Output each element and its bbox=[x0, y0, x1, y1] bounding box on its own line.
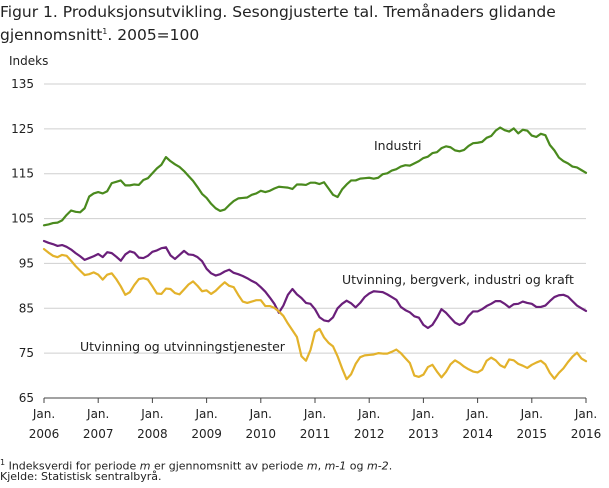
series-layer bbox=[42, 126, 588, 381]
y-axis-label: Indeks bbox=[9, 54, 48, 68]
y-tick-label: 95 bbox=[19, 256, 34, 270]
x-tick-label-month: Jan. bbox=[357, 407, 380, 421]
y-tick-label: 75 bbox=[19, 346, 34, 360]
series-line-utvinning-bergverk bbox=[42, 239, 588, 330]
x-tick-label-month: Jan. bbox=[86, 407, 109, 421]
x-tick-label-year: 2014 bbox=[462, 427, 493, 441]
x-tick-label-year: 2011 bbox=[300, 427, 331, 441]
grid-layer bbox=[44, 83, 586, 399]
x-tick-label-month: Jan. bbox=[520, 407, 543, 421]
x-tick-label-year: 2009 bbox=[191, 427, 222, 441]
footnote-marker: 1 bbox=[0, 458, 6, 467]
chart-title-main: Figur 1. Produksjonsutvikling. Sesongjus… bbox=[0, 3, 556, 45]
series-line-industri bbox=[42, 126, 588, 227]
series-line-utvinningstjenester bbox=[42, 247, 588, 381]
x-tick-label-year: 2007 bbox=[83, 427, 114, 441]
footnote-text-2: er gjennomsnitt av periode bbox=[150, 459, 307, 473]
footnote-m-minus-1: m-1 bbox=[324, 459, 347, 473]
x-tick-label-month: Jan. bbox=[303, 407, 326, 421]
source-note: Kjelde: Statistisk sentralbyrå. bbox=[0, 470, 162, 483]
x-tick-label-month: Jan. bbox=[465, 407, 488, 421]
x-tick-label-year: 2015 bbox=[517, 427, 548, 441]
x-tick-label-year: 2008 bbox=[137, 427, 168, 441]
chart-title-footnote-marker: 1 bbox=[102, 27, 108, 36]
footnote-text-5: . bbox=[388, 459, 393, 473]
y-tick-label: 65 bbox=[19, 391, 34, 405]
x-tick-label-year: 2006 bbox=[29, 427, 60, 441]
y-tick-label: 125 bbox=[11, 122, 34, 136]
x-tick-label-month: Jan. bbox=[140, 407, 163, 421]
x-tick-label-year: 2016 bbox=[571, 427, 602, 441]
footnote-text-3: , bbox=[317, 459, 325, 473]
x-tick-label-month: Jan. bbox=[32, 407, 55, 421]
y-tick-label: 135 bbox=[11, 77, 34, 91]
x-tick-label-month: Jan. bbox=[411, 407, 434, 421]
annotation-utvinning-bergverk: Utvinning, bergverk, industri og kraft bbox=[342, 272, 574, 287]
x-tick-label-year: 2010 bbox=[246, 427, 277, 441]
x-tick-label-month: Jan. bbox=[574, 407, 597, 421]
footnote-text-1: Indeksverdi for periode bbox=[5, 459, 140, 473]
chart-title-suffix: . 2005=100 bbox=[107, 26, 200, 45]
x-tick-label-month: Jan. bbox=[249, 407, 272, 421]
y-tick-label: 85 bbox=[19, 301, 34, 315]
footnote-text-4: og bbox=[346, 459, 367, 473]
y-tick-label: 105 bbox=[11, 212, 34, 226]
y-tick-label: 115 bbox=[11, 167, 34, 181]
x-tick-label-year: 2013 bbox=[408, 427, 439, 441]
annotation-industri: Industri bbox=[374, 138, 422, 153]
annotation-utvinningstjenester: Utvinning og utvinningstjenester bbox=[80, 339, 286, 354]
x-tick-label-month: Jan. bbox=[194, 407, 217, 421]
x-tick-label-year: 2012 bbox=[354, 427, 385, 441]
footnote: 1 Indeksverdi for periode m er gjennomsn… bbox=[0, 456, 392, 474]
x-tick-labels: Jan. 2006 Jan. 2007 Jan. 2008 Jan. 2009 Jan. 2010… bbox=[29, 398, 602, 441]
annotation-layer: Industri Utvinning, bergverk, industri o… bbox=[80, 138, 574, 354]
chart-title: Figur 1. Produksjonsutvikling. Sesongjus… bbox=[0, 2, 604, 45]
footnote-m-minus-2: m-2 bbox=[367, 459, 389, 473]
footnote-m: m bbox=[139, 459, 151, 473]
footnote-m-2: m bbox=[306, 459, 318, 473]
y-tick-labels: 65 75 85 95 105 115 125 135 bbox=[11, 77, 34, 405]
